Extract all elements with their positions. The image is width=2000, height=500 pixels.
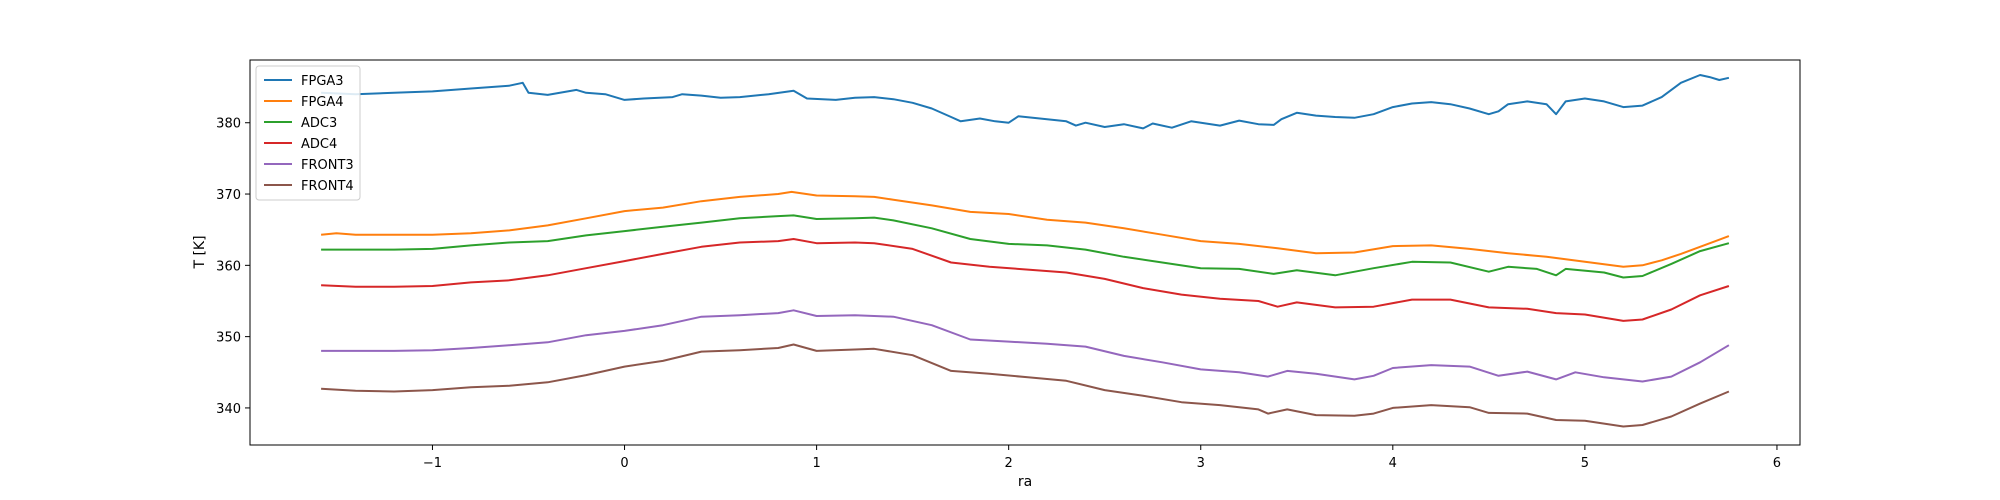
y-axis-ticks: 340 350 360 370 380 [216, 117, 250, 417]
x-axis-ticks: −1 0 1 2 3 4 5 6 [423, 445, 1781, 471]
y-tick-label: 380 [216, 117, 241, 132]
x-tick-label: 2 [1005, 456, 1013, 471]
series-line-front4 [321, 343, 1730, 428]
legend-label-fpga4: FPGA4 [301, 95, 344, 110]
legend-label-fpga3: FPGA3 [301, 74, 344, 89]
series-line-fpga3 [321, 74, 1730, 130]
y-tick-label: 340 [216, 402, 241, 417]
series-layer [321, 74, 1730, 428]
legend-label-adc3: ADC3 [301, 116, 337, 131]
legend-label-front3: FRONT3 [301, 158, 354, 173]
y-tick-label: 360 [216, 259, 241, 274]
y-tick-label: 370 [216, 188, 241, 203]
x-tick-label: 6 [1773, 456, 1781, 471]
x-axis-label: ra [1018, 474, 1032, 490]
series-line-adc3 [321, 214, 1730, 279]
legend-label-adc4: ADC4 [301, 137, 337, 152]
x-tick-label: 3 [1197, 456, 1205, 471]
x-tick-label: 4 [1389, 456, 1397, 471]
plot-frame [249, 59, 1801, 446]
x-tick-label: 1 [812, 456, 820, 471]
legend-label-front4: FRONT4 [301, 179, 354, 194]
series-line-adc4 [321, 238, 1730, 322]
y-axis-label: T [K] [192, 235, 208, 269]
plot-area [250, 60, 1800, 445]
x-tick-label: 5 [1581, 456, 1589, 471]
legend-box [255, 65, 361, 201]
series-line-front3 [321, 309, 1730, 383]
legend: FPGA3 FPGA4 ADC3 ADC4 FRONT3 FRONT4 [255, 65, 361, 201]
y-tick-label: 350 [216, 331, 241, 346]
series-line-fpga4 [321, 190, 1730, 268]
x-tick-label: 0 [620, 456, 628, 471]
x-tick-label: −1 [423, 456, 442, 471]
